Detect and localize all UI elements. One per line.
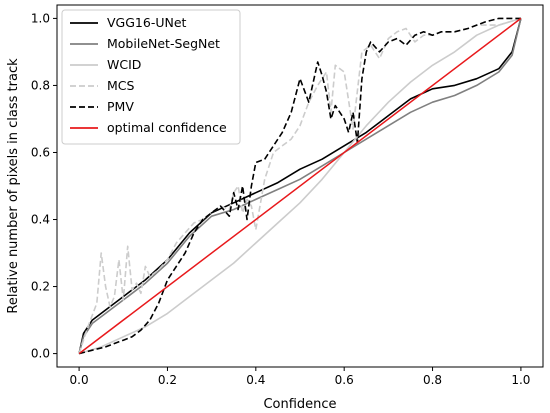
series-line-optimal-confidence: [78, 17, 522, 355]
x-tick-label: 0.2: [158, 373, 177, 387]
legend-label: MobileNet-SegNet: [107, 36, 220, 51]
y-tick-label: 0.2: [31, 280, 50, 294]
x-axis-title: Confidence: [263, 397, 336, 412]
y-tick-label: 1.0: [31, 11, 50, 25]
series-line-wcid: [78, 17, 522, 355]
series-line-mcs: [78, 17, 522, 354]
legend-label: MCS: [107, 78, 135, 93]
x-tick-label: 0.8: [423, 373, 442, 387]
y-tick-label: 0.4: [31, 213, 50, 227]
series-line-pmv: [78, 17, 521, 355]
y-tick-label: 0.0: [31, 347, 50, 361]
x-tick-label: 1.0: [511, 373, 530, 387]
legend-label: optimal confidence: [107, 120, 227, 135]
legend: VGG16-UNet MobileNet-SegNet WCID MCS PMV opti…: [61, 9, 241, 145]
plot-frame: [56, 4, 544, 368]
y-tick-label: 0.6: [31, 145, 50, 159]
y-axis: 0.0 0.2 0.4 0.6 0.8 1.0: [31, 11, 57, 361]
y-axis-title: Relative number of pixels in class track: [6, 58, 21, 314]
x-tick-label: 0.6: [335, 373, 354, 387]
x-tick-label: 0.4: [246, 373, 265, 387]
series-layer: [78, 17, 522, 355]
series-line-mobilenet-segnet: [78, 18, 522, 354]
y-tick-label: 0.8: [31, 78, 50, 92]
legend-label: WCID: [107, 57, 141, 72]
x-tick-label: 0.0: [70, 373, 89, 387]
x-axis: 0.0 0.2 0.4 0.6 0.8 1.0: [70, 367, 530, 387]
series-line-vgg16-unet: [78, 18, 522, 354]
legend-box: [61, 9, 241, 145]
legend-label: PMV: [107, 99, 134, 114]
legend-label: VGG16-UNet: [107, 15, 187, 30]
